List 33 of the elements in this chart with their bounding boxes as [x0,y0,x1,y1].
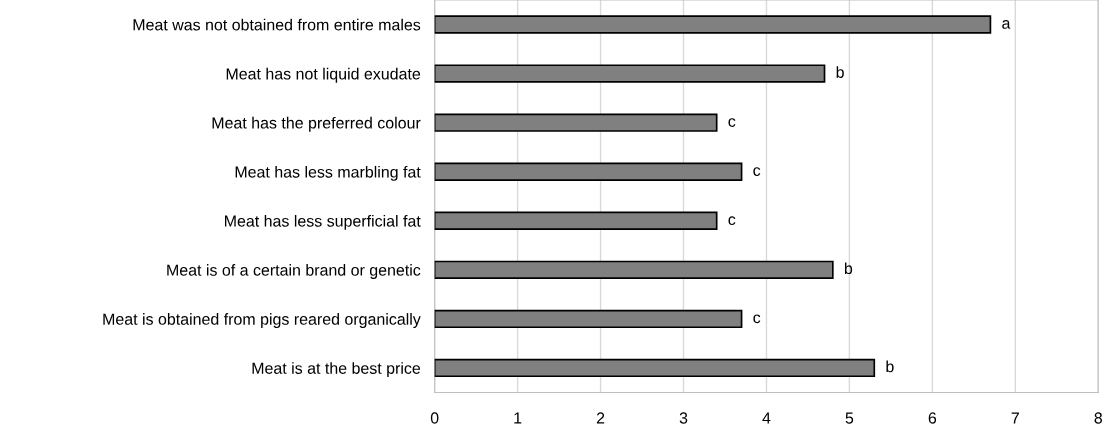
bar [434,309,743,329]
bar [434,113,718,132]
x-tick-label: 0 [430,412,439,424]
annotation: b [886,360,894,373]
annotation: b [844,262,853,275]
y-tick-label: Meat has less superficial fat [225,214,421,230]
annotation: c [753,314,761,324]
bar [434,260,834,280]
bar [434,358,876,378]
annotation: c [753,167,761,176]
x-tick-label: 4 [762,412,771,424]
x-tick-label: 5 [845,412,854,424]
y-tick-label: Meat is at the best price [252,362,421,378]
y-tick-label: Meat is of a certain brand or genetic [167,264,421,279]
x-tick-label: 3 [679,412,688,424]
annotation: a [1002,20,1011,29]
x-tick-label: 6 [928,412,937,424]
y-tick-label: Meat has the preferred colour [212,116,421,132]
y-tick-label: Meat is obtained from pigs reared organically [103,313,421,328]
y-tick-label: Meat has not liquid exudate [226,67,421,83]
annotation: c [728,118,736,127]
bar [434,15,992,34]
x-tick-label: 1 [514,412,522,424]
x-tick-label: 8 [1094,412,1103,424]
y-tick-label: Meat was not obtained from entire males [133,18,421,31]
bar [434,211,718,230]
annotation: c [728,216,736,226]
bar [434,64,826,83]
x-tick-label: 2 [596,412,605,424]
y-tick-label: Meat has less marbling fat [235,165,421,181]
x-tick-label: 7 [1011,412,1019,424]
bar [434,162,743,181]
annotation: b [836,66,844,78]
